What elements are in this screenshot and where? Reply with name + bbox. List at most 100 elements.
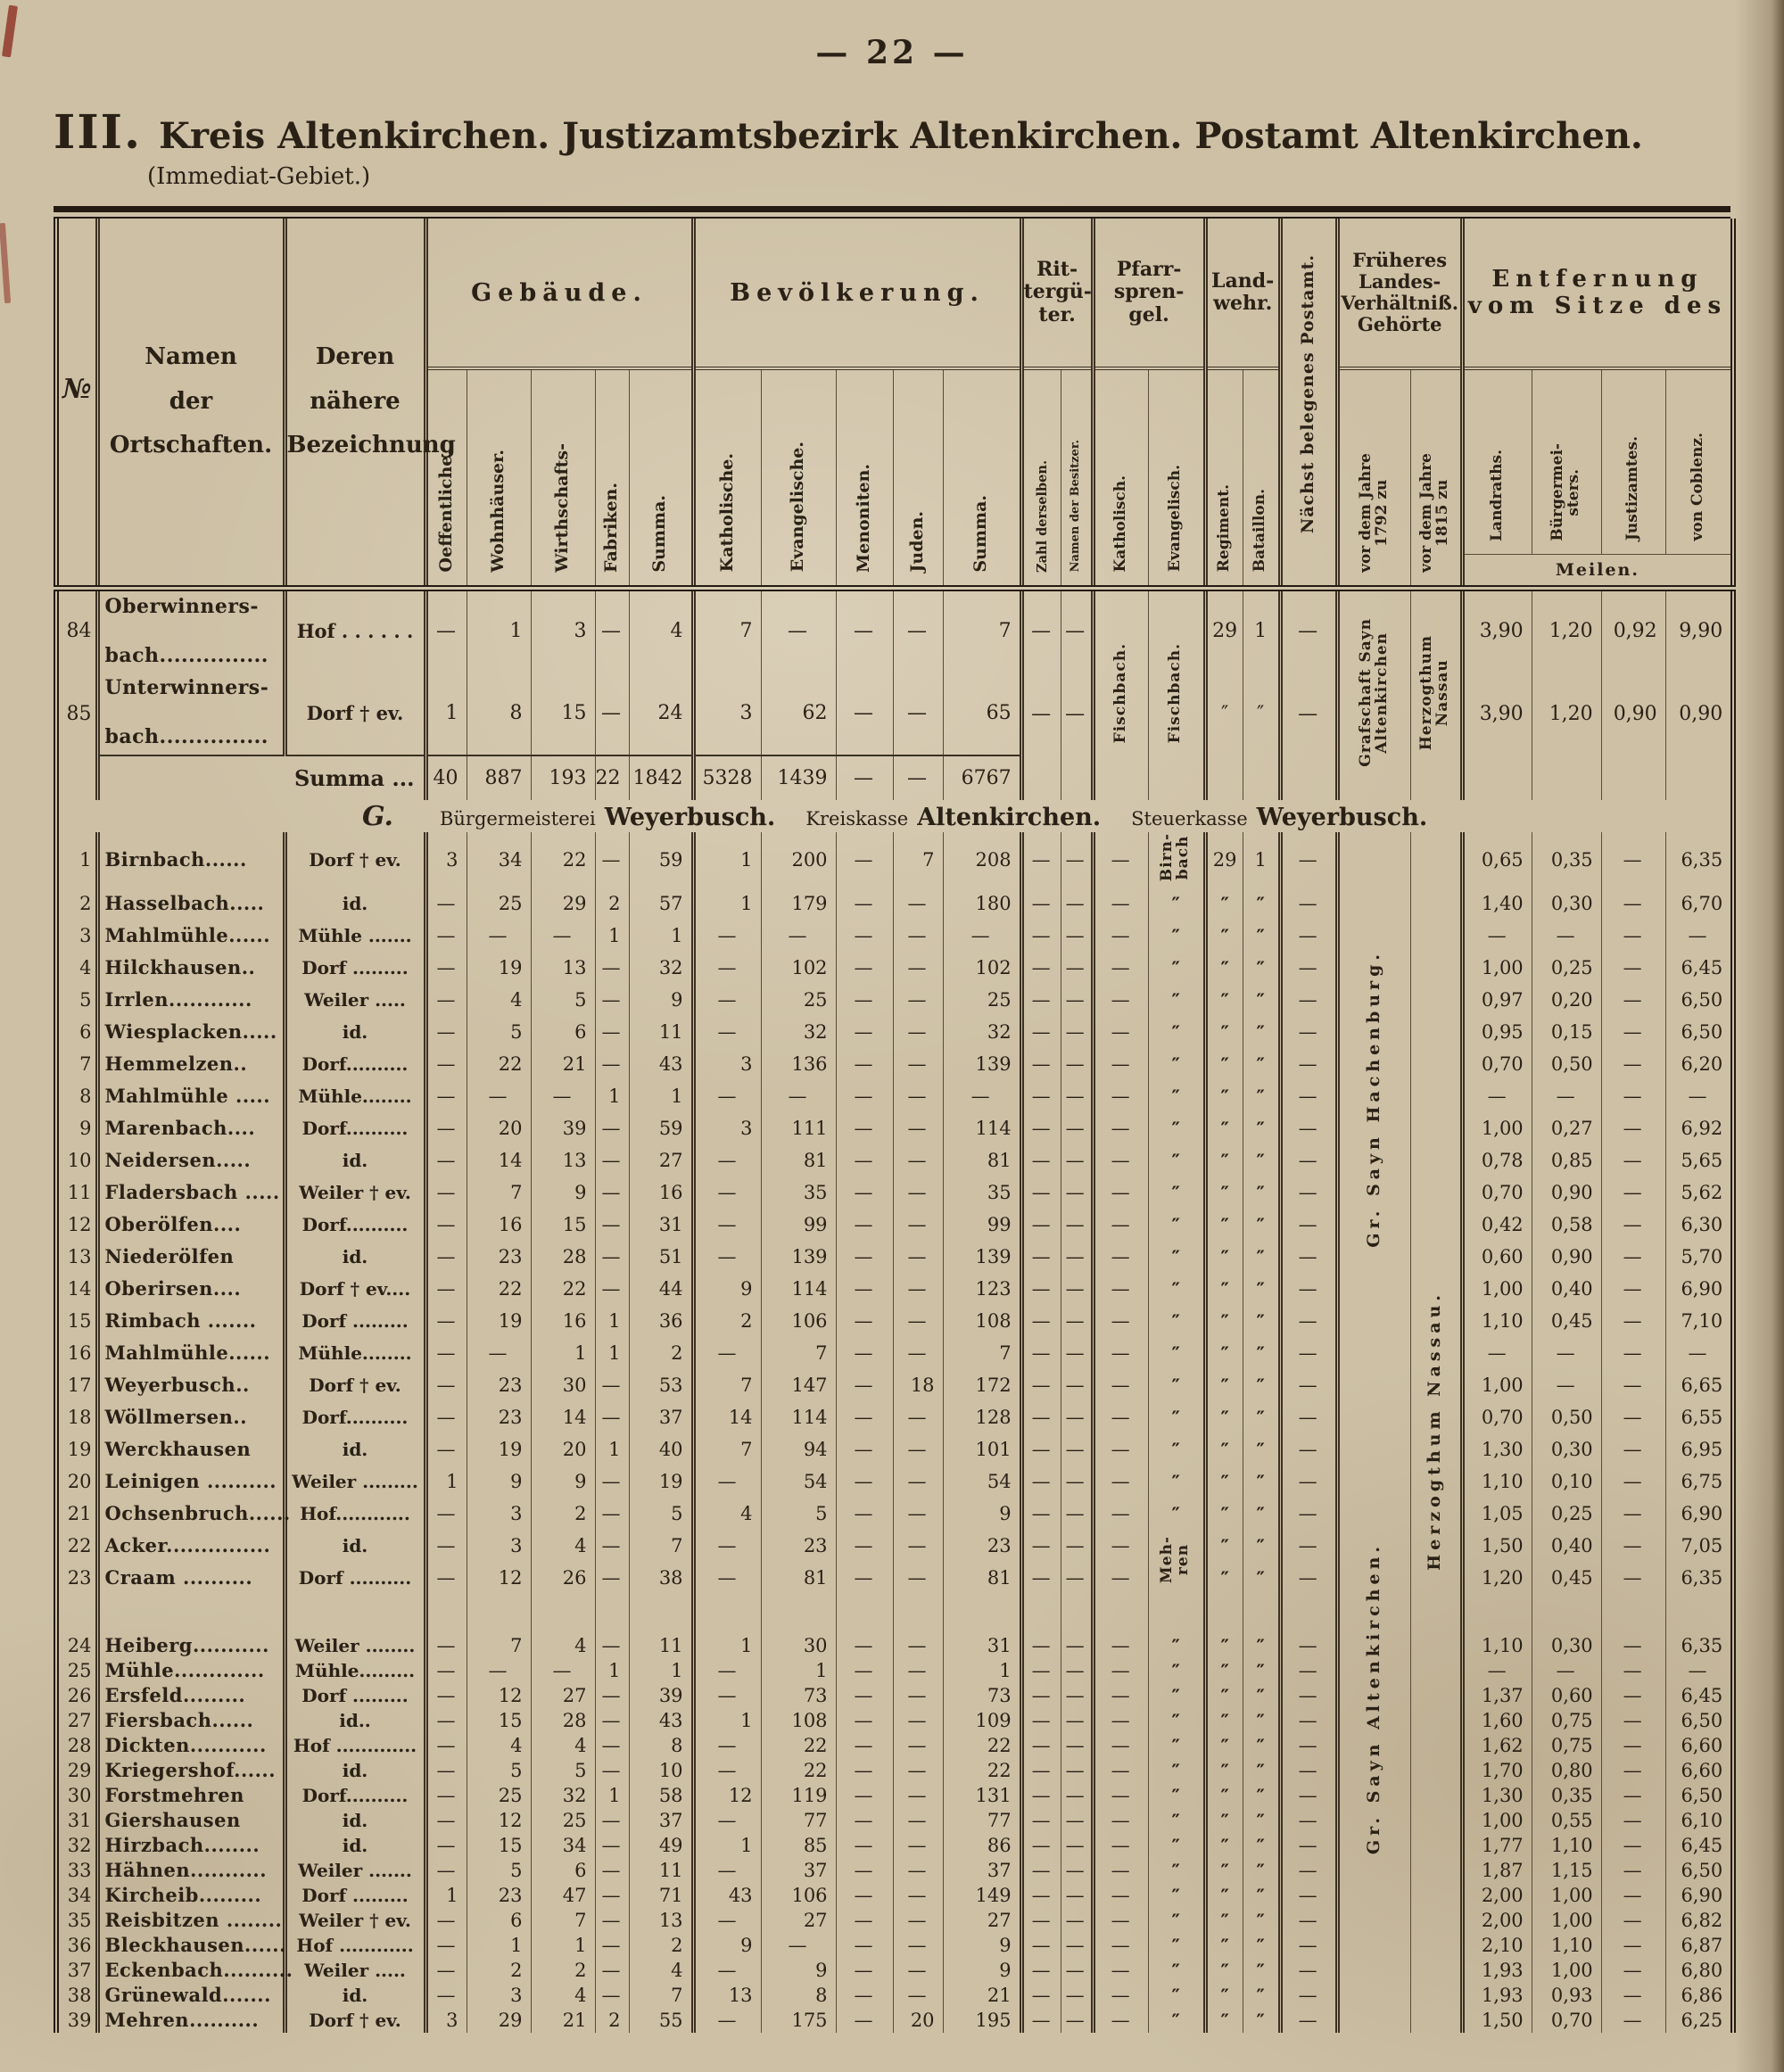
cell-number: 17 bbox=[67, 1374, 92, 1396]
cell-place-name: Weyerbusch.. bbox=[95, 1369, 285, 1401]
col-header-place-names: Namen der Ortschaften. bbox=[95, 219, 285, 588]
group-header-entfernung: Entfernung vom Sitze des bbox=[1459, 219, 1734, 370]
group-header-landwehr: Land- wehr. bbox=[1202, 219, 1281, 370]
col-header-regiment: Regiment. bbox=[1202, 368, 1243, 588]
cell-bevoelkerung-0: 43 bbox=[690, 1883, 762, 1908]
cell-entfernung-3: 6,25 bbox=[1664, 2008, 1734, 2033]
cell-entfernung-2: — bbox=[1600, 1112, 1666, 1144]
col-header-wohnhaeuser: Wohnhäuser. bbox=[466, 368, 531, 588]
cell-landwehr-0: ″ bbox=[1202, 1733, 1243, 1758]
cell-bevoelkerung-0: — bbox=[690, 1858, 762, 1883]
cell-pfarr-katholisch: — bbox=[1090, 1733, 1149, 1758]
cell-landwehr-1: ″ bbox=[1242, 1016, 1281, 1048]
cell-landwehr-1: ″ bbox=[1242, 1305, 1281, 1337]
cell-bevoelkerung-3: — bbox=[892, 1498, 944, 1530]
cell-gebaeude-4: 43 bbox=[628, 1708, 694, 1733]
cell-entfernung-3: 5,62 bbox=[1664, 1176, 1734, 1209]
cell-gebaeude-0: 1 bbox=[423, 672, 467, 755]
cell-place-name: Hähnen........... bbox=[95, 1858, 285, 1883]
cell-designation: id.. bbox=[282, 1708, 425, 1733]
cell-gebaeude-4: 36 bbox=[628, 1305, 694, 1337]
cell-landwehr-0: ″ bbox=[1202, 1530, 1243, 1562]
cell-entfernung-1: 0,93 bbox=[1531, 1983, 1602, 2008]
cell-gebaeude-3: — bbox=[594, 832, 629, 887]
cell-entfernung-2: — bbox=[1600, 1833, 1666, 1858]
cell-entfernung-2 bbox=[1600, 755, 1666, 800]
cell-gebaeude-3: — bbox=[594, 1733, 629, 1758]
cell-bevoelkerung-4: 7 bbox=[942, 1337, 1022, 1369]
cell-entfernung-3: 6,90 bbox=[1664, 1273, 1734, 1305]
cell-vor-1815: Herzogthum Nassau. bbox=[1409, 832, 1463, 2033]
cell-gebaeude-1: 23 bbox=[466, 1369, 531, 1401]
cell-gebaeude-0: — bbox=[423, 984, 467, 1016]
cell-pfarr-katholisch: — bbox=[1090, 832, 1149, 887]
cell-pfarr-evangelisch: ″ bbox=[1147, 1658, 1206, 1683]
cell-bevoelkerung-2: — bbox=[835, 1708, 894, 1733]
cell-postamt: — bbox=[1277, 1144, 1338, 1176]
section-heading-row: G. Bürgermeisterei Weyerbusch. Kreiskasse Al… bbox=[56, 800, 1733, 832]
cell-ritterguter-0: — bbox=[1019, 1633, 1061, 1658]
cell-entfernung-0: 1,30 bbox=[1459, 1783, 1532, 1808]
cell-entfernung-1: 1,10 bbox=[1531, 1933, 1602, 1958]
cell-ritterguter-0: — bbox=[1019, 1112, 1061, 1144]
table-row: 27 Fiersbach...... id.. —15 28—43 1 108— —109— —… bbox=[56, 1708, 1734, 1733]
cell-gebaeude-3: 2 bbox=[594, 887, 629, 920]
cell-gebaeude-3: — bbox=[594, 1530, 629, 1562]
cell-bevoelkerung-2: — bbox=[835, 2008, 894, 2033]
cell-gebaeude-1: 23 bbox=[466, 1401, 531, 1433]
cell-bevoelkerung-4: 101 bbox=[942, 1433, 1022, 1465]
cell-bevoelkerung-4: 7 bbox=[942, 588, 1022, 672]
cell-bevoelkerung-1: 37 bbox=[760, 1858, 837, 1883]
col-header-postamt: Nächst belegenes Postamt. bbox=[1277, 219, 1338, 588]
cell-number: 27 bbox=[67, 1710, 92, 1731]
cell-ritterguter-0: — bbox=[1019, 1337, 1061, 1369]
cell-landwehr-0: ″ bbox=[1202, 1433, 1243, 1465]
cell-ritterguter-1: — bbox=[1060, 1883, 1094, 1908]
cell-pfarr-evangelisch: ″ bbox=[1147, 1465, 1206, 1498]
cell-number: 19 bbox=[67, 1439, 92, 1460]
cell-place-name: Oberölfen.... bbox=[95, 1209, 285, 1241]
cell-ritterguter-1: — bbox=[1060, 887, 1094, 920]
cell-gebaeude-1: — bbox=[466, 920, 531, 952]
cell-gebaeude-4: 16 bbox=[628, 1176, 694, 1209]
cell-landwehr-0: ″ bbox=[1202, 1498, 1243, 1530]
cell-gebaeude-0: — bbox=[423, 1958, 467, 1983]
section-numeral: III. bbox=[54, 105, 143, 160]
cell-bevoelkerung-4: 81 bbox=[942, 1562, 1022, 1594]
cell-gebaeude-1: — bbox=[466, 1080, 531, 1112]
cell-entfernung-0: 1,00 bbox=[1459, 1112, 1532, 1144]
cell-bevoelkerung-2: — bbox=[835, 920, 894, 952]
cell-bevoelkerung-2: — bbox=[835, 1958, 894, 1983]
cell-gebaeude-0: — bbox=[423, 1498, 467, 1530]
cell-entfernung-3: 6,20 bbox=[1664, 1048, 1734, 1080]
cell-bevoelkerung-3: 7 bbox=[892, 832, 944, 887]
cell-pfarr-evangelisch: ″ bbox=[1147, 1833, 1206, 1858]
cell-postamt: — bbox=[1277, 1683, 1338, 1708]
cell-place-name: Fiersbach...... bbox=[95, 1708, 285, 1733]
cell-entfernung-1: 1,20 bbox=[1531, 672, 1602, 755]
cell-gebaeude-4: 13 bbox=[628, 1908, 694, 1933]
section-title: III. Kreis Altenkirchen. Justizamtsbezir… bbox=[54, 105, 1730, 160]
cell-pfarr-evangelisch: ″ bbox=[1147, 1933, 1206, 1958]
cell-bevoelkerung-0: — bbox=[690, 2008, 762, 2033]
cell-designation: Dorf † ev. bbox=[282, 1369, 425, 1401]
cell-ritterguter-0: — bbox=[1019, 1209, 1061, 1241]
cell-number: 37 bbox=[67, 1960, 92, 1981]
cell-pfarr-katholisch bbox=[1090, 1594, 1149, 1633]
cell-landwehr-1: ″ bbox=[1242, 1112, 1281, 1144]
cell-gebaeude-1: 3 bbox=[466, 1498, 531, 1530]
cell-bevoelkerung-4: 37 bbox=[942, 1858, 1022, 1883]
cell-pfarr-evangelisch: ″ bbox=[1147, 920, 1206, 952]
cell-entfernung-1: 0,30 bbox=[1531, 1633, 1602, 1658]
cell-designation: Dorf ......... bbox=[282, 1305, 425, 1337]
cell-ritterguter-0: — bbox=[1019, 887, 1061, 920]
cell-gebaeude-4: 7 bbox=[628, 1983, 694, 2008]
cell-entfernung-2: — bbox=[1600, 1530, 1666, 1562]
cell-number: 29 bbox=[67, 1760, 92, 1781]
cell-entfernung-1: 0,58 bbox=[1531, 1209, 1602, 1241]
cell-bevoelkerung-1 bbox=[760, 1594, 837, 1633]
cell-bevoelkerung-2: — bbox=[835, 1337, 894, 1369]
cell-gebaeude-3 bbox=[594, 1594, 629, 1633]
cell-number: 38 bbox=[67, 1985, 92, 2006]
cell-number: 23 bbox=[67, 1567, 92, 1589]
